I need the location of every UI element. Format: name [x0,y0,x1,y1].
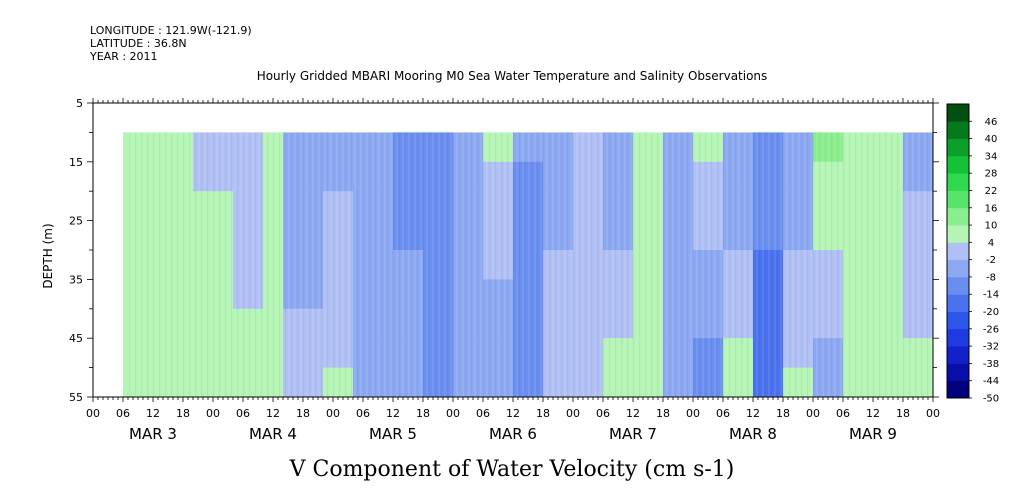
colorbar-frame [946,103,970,399]
x-axis-ticks: 00 06 12 18 00 06 12 18 00 06 12 18 00 06 12 18 00 06 12 18… [86,98,940,443]
y-tick-label: 25 [69,215,83,228]
x-tick-label: 00 [806,407,820,420]
x-tick-label: 18 [536,407,550,420]
x-tick-label: 12 [386,407,400,420]
colorbar-label: -14 [983,290,999,301]
colorbar-swatch [947,363,969,382]
colorbar-swatch [947,225,969,243]
colorbar-label: 28 [985,169,998,180]
x-tick-label: 18 [416,407,430,420]
x-tick-label: 12 [626,407,640,420]
x-tick-label: 18 [896,407,910,420]
colorbar-label: -44 [983,376,999,387]
x-tick-label: 06 [356,407,370,420]
x-axis-label: V Component of Water Velocity (cm s-1) [289,457,735,482]
x-tick-label: 12 [266,407,280,420]
colorbar-label: 4 [988,238,994,249]
x-tick-label: 12 [146,407,160,420]
colorbar-label: -32 [983,342,999,353]
colorbar-swatch [947,311,969,330]
x-tick-label: 00 [566,407,580,420]
colorbar-swatch [947,294,969,312]
x-tick-label: 00 [326,407,340,420]
x-tick-label: 00 [926,407,940,420]
x-tick-label: 00 [206,407,220,420]
x-tick-label: 12 [746,407,760,420]
colorbar-swatch [947,242,969,261]
y-tick-label: 35 [69,273,83,286]
colorbar-label: 40 [985,134,998,145]
heatmap-texture [129,133,933,397]
y-axis-label: DEPTH (m) [41,223,55,288]
colorbar-label: -26 [983,324,999,335]
colorbar-label: 22 [985,186,998,197]
colorbar-swatch [947,259,969,278]
x-day-label: MAR 4 [249,425,297,443]
colorbar-swatch [947,190,969,209]
y-tick-label: 5 [76,97,83,110]
x-tick-label: 18 [776,407,790,420]
x-day-label: MAR 7 [609,425,657,443]
x-tick-label: 18 [176,407,190,420]
longitude-label: LONGITUDE : 121.9W(-121.9) [90,24,252,37]
colorbar-label: -20 [983,307,999,318]
colorbar-label: 16 [985,203,998,214]
latitude-label: LATITUDE : 36.8N [90,37,187,50]
x-day-label: MAR 9 [849,425,897,443]
colorbar-swatch [947,155,969,174]
x-day-label: MAR 6 [489,425,537,443]
x-tick-label: 12 [506,407,520,420]
x-day-label: MAR 3 [129,425,177,443]
colorbar-swatch [947,104,969,122]
y-tick-label: 15 [69,156,83,169]
colorbar-label: -38 [983,359,999,370]
colorbar-swatch [947,380,969,399]
colorbar-label: 10 [985,221,998,232]
x-tick-label: 06 [476,407,490,420]
y-tick-label: 55 [69,391,83,404]
colorbar-swatch [947,346,969,364]
x-tick-label: 00 [86,407,100,420]
colorbar-label: -8 [986,272,996,283]
colorbar-swatch [947,138,969,157]
colorbar-swatch [947,207,969,226]
y-tick-label: 45 [69,332,83,345]
y-axis-ticks: 5 15 25 35 45 55 [69,97,939,404]
x-day-label: MAR 5 [369,425,417,443]
x-tick-label: 12 [866,407,880,420]
colorbar-label: 34 [985,151,998,162]
x-tick-label: 06 [716,407,730,420]
colorbar-swatch [947,276,969,295]
chart-title: Hourly Gridded MBARI Mooring M0 Sea Wate… [257,69,768,83]
x-tick-label: 00 [446,407,460,420]
x-tick-label: 00 [686,407,700,420]
colorbar-swatch [947,121,969,139]
x-tick-label: 18 [656,407,670,420]
x-tick-label: 06 [836,407,850,420]
x-day-label: MAR 8 [729,425,777,443]
colorbar-swatch [947,173,969,191]
colorbar-label: -50 [983,394,999,405]
x-tick-label: 06 [596,407,610,420]
colorbar: 46 40 34 28 22 16 10 4 -2 -8 -14 -20 -26 -32 -38 -44 -50 [946,103,999,405]
x-tick-label: 06 [236,407,250,420]
colorbar-label: 46 [985,117,998,128]
x-tick-label: 06 [116,407,130,420]
colorbar-swatch [947,328,969,347]
year-label: YEAR : 2011 [90,50,158,63]
colorbar-label: -2 [986,255,996,266]
x-tick-label: 18 [296,407,310,420]
